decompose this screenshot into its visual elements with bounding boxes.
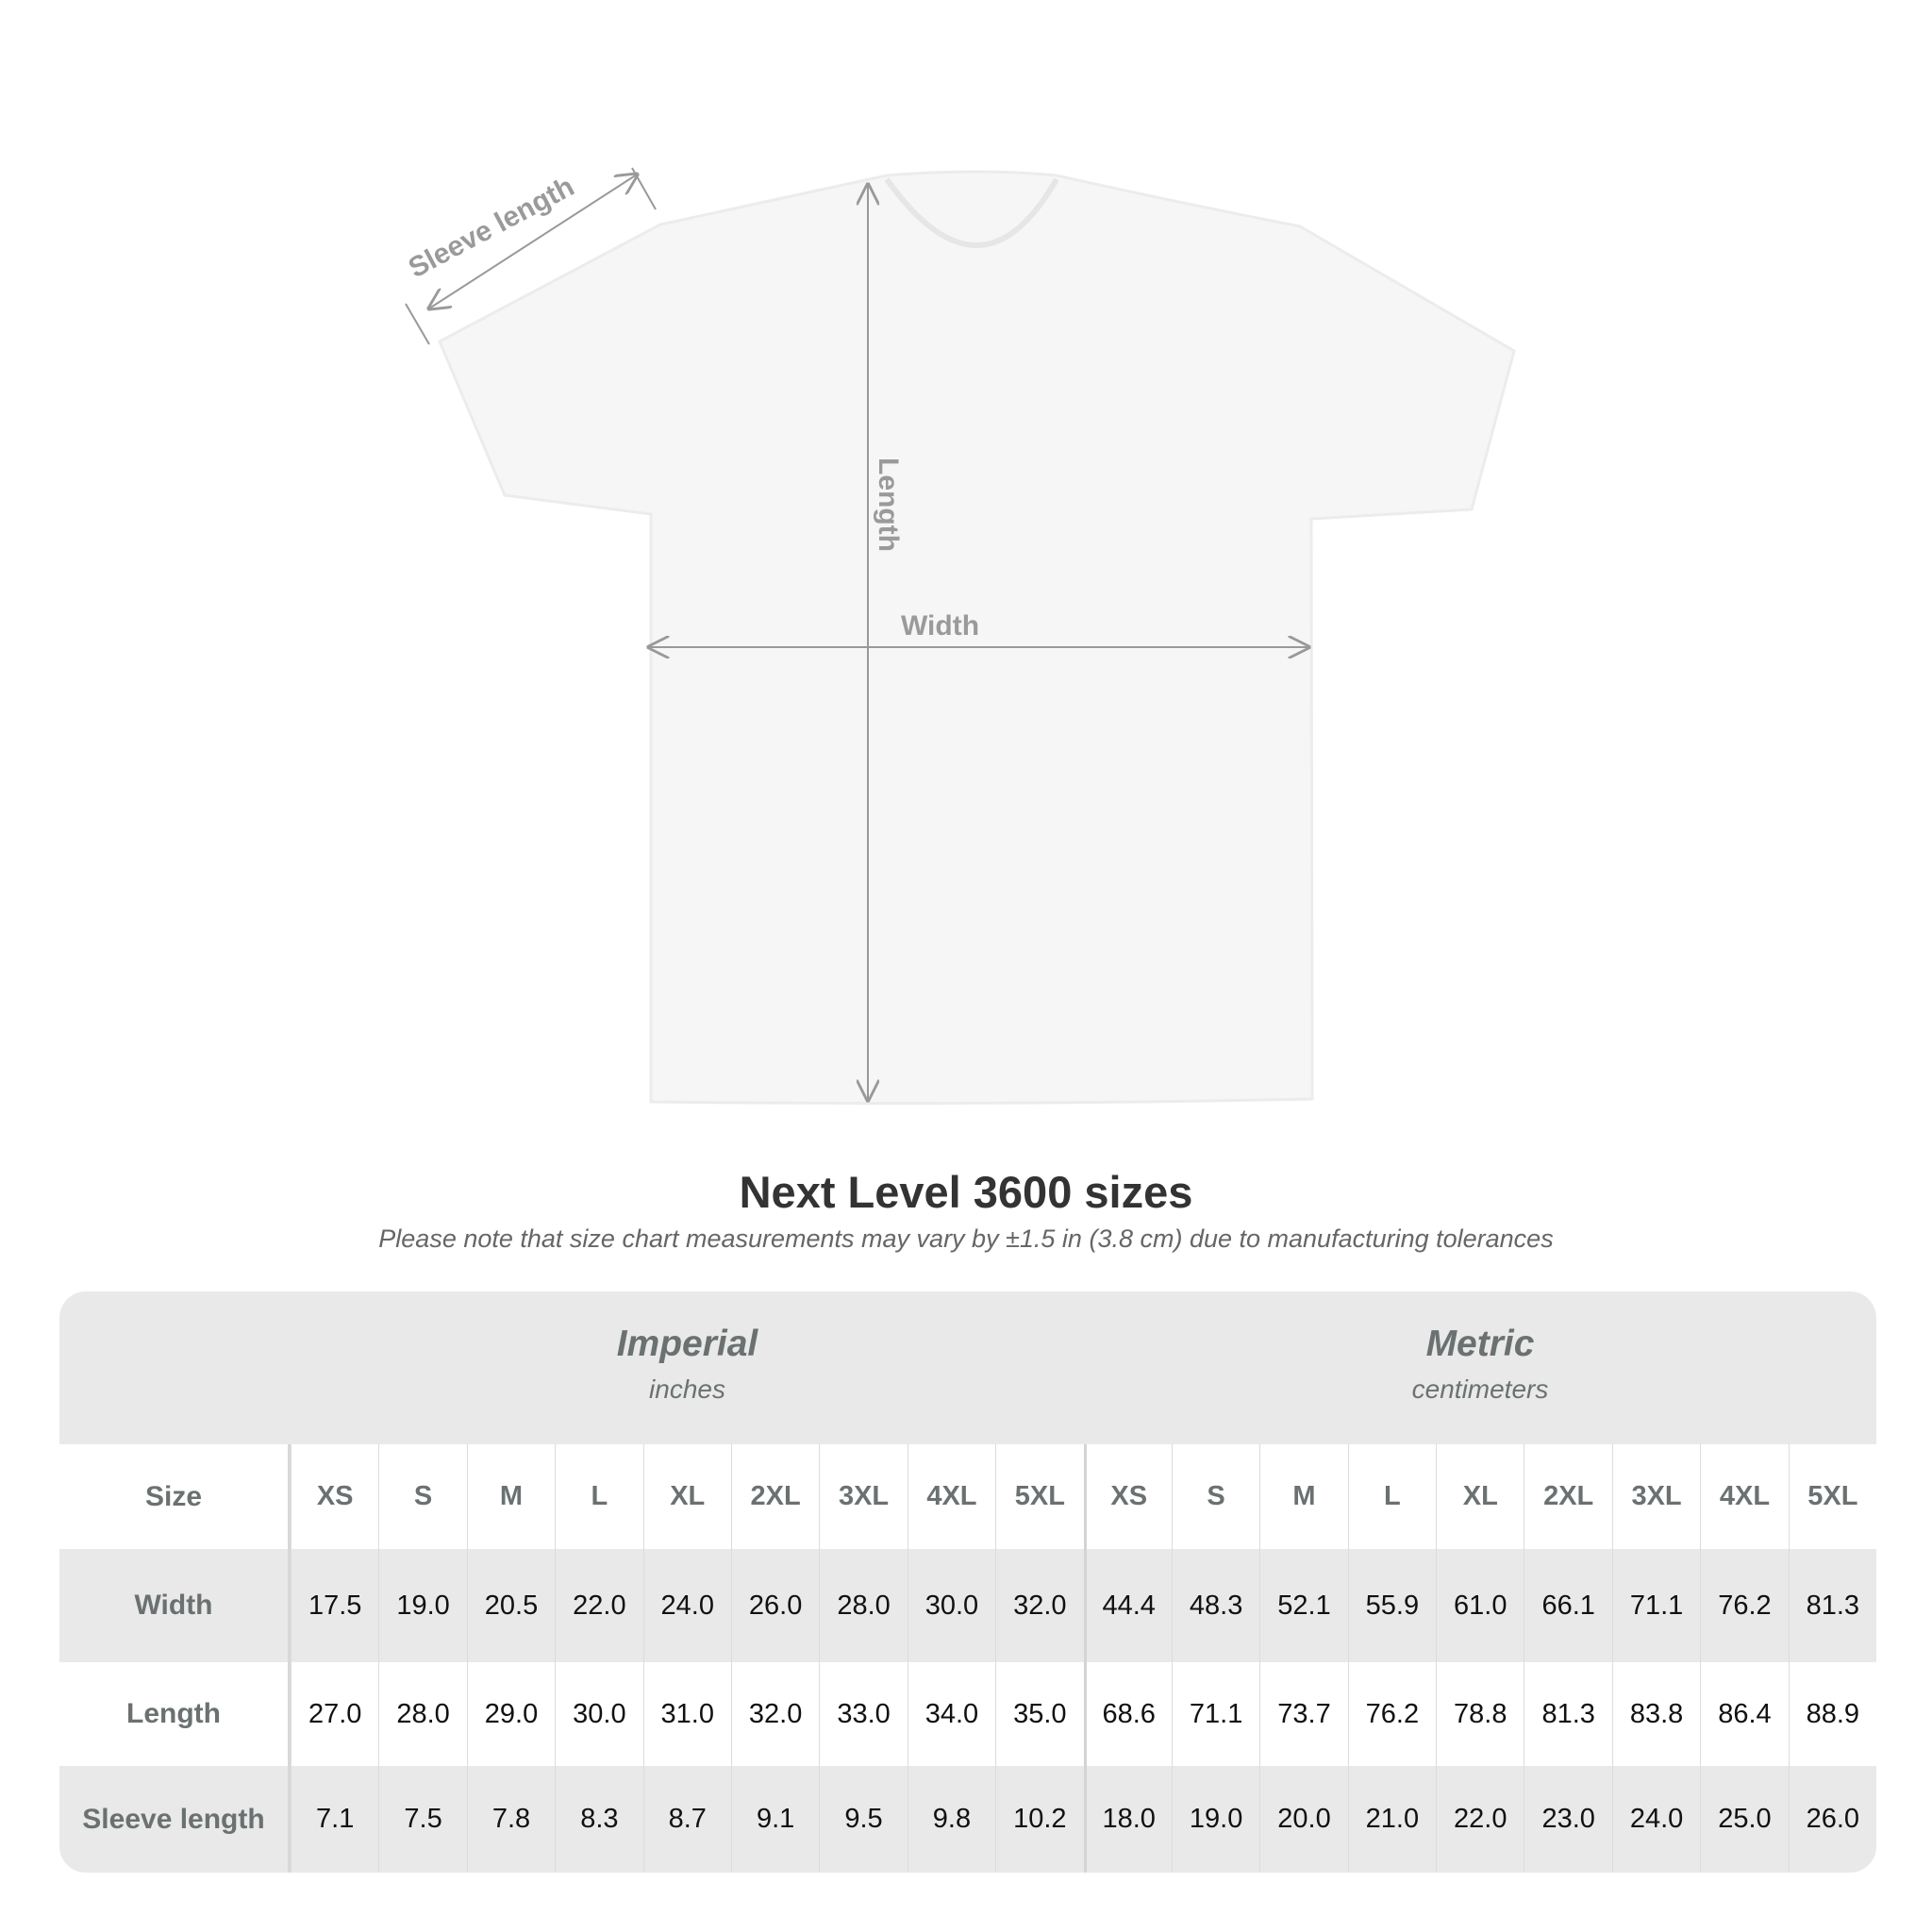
imperial-value-cell: 9.5	[819, 1766, 907, 1873]
metric-value-cell: 19.0	[1171, 1766, 1259, 1873]
imperial-size-4xl: 4XL	[907, 1444, 995, 1549]
imperial-size-l: L	[555, 1444, 642, 1549]
metric-value-cell: 44.4	[1083, 1549, 1172, 1662]
metric-value-cell: 73.7	[1259, 1662, 1347, 1766]
metric-unit: centimeters	[1411, 1374, 1549, 1404]
imperial-value-cell: 30.0	[555, 1662, 642, 1766]
imperial-value-cell: 31.0	[642, 1662, 731, 1766]
imperial-size-3xl: 3XL	[819, 1444, 907, 1549]
metric-title: Metric	[1425, 1324, 1535, 1364]
imperial-value-cell: 26.0	[730, 1549, 819, 1662]
imperial-value-cell: 28.0	[378, 1662, 466, 1766]
imperial-value-cell: 19.0	[378, 1549, 466, 1662]
metric-value-cell: 25.0	[1700, 1766, 1788, 1873]
imperial-value-cell: 8.3	[555, 1766, 642, 1873]
imperial-size-2xl: 2XL	[730, 1444, 819, 1549]
metric-size-m: M	[1259, 1444, 1347, 1549]
row-label: Sleeve length	[59, 1766, 291, 1873]
metric-value-cell: 23.0	[1524, 1766, 1611, 1873]
metric-value-cell: 68.6	[1083, 1662, 1172, 1766]
imperial-size-xs: XS	[291, 1444, 378, 1549]
metric-size-s: S	[1171, 1444, 1259, 1549]
row-label: Length	[59, 1662, 291, 1766]
imperial-value-cell: 10.2	[995, 1766, 1083, 1873]
table-row-length: Length 27.0 28.0 29.0 30.0 31.0 32.0 33.0 34.0 35…	[59, 1662, 1876, 1766]
tolerance-note: Please note that size chart measurements…	[378, 1224, 1554, 1253]
metric-value-cell: 71.1	[1171, 1662, 1259, 1766]
metric-value-cell: 78.8	[1436, 1662, 1524, 1766]
imperial-value-cell: 7.5	[378, 1766, 466, 1873]
collar	[884, 177, 1059, 248]
imperial-value-cell: 7.1	[291, 1766, 378, 1873]
imperial-title: Imperial	[616, 1324, 758, 1364]
size-header-label: Size	[59, 1444, 291, 1549]
metric-header: Metric centimeters	[1084, 1291, 1876, 1444]
table-row-sleeve-length: Sleeve length 7.1 7.5 7.8 8.3 8.7 9.1 9.5 9.8 10.…	[59, 1766, 1876, 1873]
metric-value-cell: 83.8	[1611, 1662, 1700, 1766]
imperial-value-cell: 33.0	[819, 1662, 907, 1766]
imperial-header: Imperial inches	[291, 1291, 1084, 1444]
metric-size-l: L	[1347, 1444, 1436, 1549]
imperial-unit: inches	[649, 1374, 725, 1404]
imperial-value-cell: 28.0	[819, 1549, 907, 1662]
width-label: Width	[901, 610, 979, 641]
metric-value-cell: 76.2	[1347, 1662, 1436, 1766]
metric-value-cell: 81.3	[1524, 1662, 1611, 1766]
imperial-value-cell: 35.0	[995, 1662, 1083, 1766]
metric-size-2xl: 2XL	[1524, 1444, 1611, 1549]
metric-value-cell: 61.0	[1436, 1549, 1524, 1662]
metric-value-cell: 20.0	[1259, 1766, 1347, 1873]
length-label: Length	[873, 458, 904, 552]
imperial-value-cell: 9.1	[730, 1766, 819, 1873]
metric-value-cell: 48.3	[1171, 1549, 1259, 1662]
imperial-value-cell: 30.0	[907, 1549, 995, 1662]
imperial-value-cell: 27.0	[291, 1662, 378, 1766]
imperial-value-cell: 34.0	[907, 1662, 995, 1766]
imperial-value-cell: 24.0	[642, 1549, 731, 1662]
size-header-row: Size XS S M L XL 2XL 3XL 4XL 5XL XS S M L XL 2XL 3XL 4XL 5…	[59, 1444, 1876, 1549]
imperial-size-5xl: 5XL	[995, 1444, 1083, 1549]
imperial-value-cell: 9.8	[907, 1766, 995, 1873]
imperial-value-cell: 20.5	[466, 1549, 555, 1662]
imperial-value-cell: 22.0	[555, 1549, 642, 1662]
imperial-value-cell: 32.0	[730, 1662, 819, 1766]
page-title: Next Level 3600 sizes	[739, 1167, 1193, 1217]
metric-size-5xl: 5XL	[1788, 1444, 1876, 1549]
metric-value-cell: 21.0	[1347, 1766, 1436, 1873]
imperial-value-cell: 29.0	[466, 1662, 555, 1766]
metric-size-xl: XL	[1436, 1444, 1524, 1549]
metric-size-4xl: 4XL	[1700, 1444, 1788, 1549]
metric-value-cell: 81.3	[1788, 1549, 1876, 1662]
size-table: Imperial inches Metric centimeters Size X…	[59, 1291, 1876, 1873]
imperial-value-cell: 8.7	[642, 1766, 731, 1873]
metric-value-cell: 18.0	[1083, 1766, 1172, 1873]
metric-value-cell: 86.4	[1700, 1662, 1788, 1766]
metric-size-xs: XS	[1083, 1444, 1172, 1549]
metric-value-cell: 76.2	[1700, 1549, 1788, 1662]
metric-size-3xl: 3XL	[1611, 1444, 1700, 1549]
imperial-size-m: M	[466, 1444, 555, 1549]
imperial-size-xl: XL	[642, 1444, 731, 1549]
table-row-width: Width 17.5 19.0 20.5 22.0 24.0 26.0 28.0 30.0 32.…	[59, 1549, 1876, 1662]
row-label: Width	[59, 1549, 291, 1662]
metric-value-cell: 55.9	[1347, 1549, 1436, 1662]
tshirt-diagram: Sleeve length Length Width	[404, 167, 1516, 1105]
imperial-value-cell: 17.5	[291, 1549, 378, 1662]
metric-value-cell: 26.0	[1788, 1766, 1876, 1873]
imperial-value-cell: 7.8	[466, 1766, 555, 1873]
imperial-size-s: S	[378, 1444, 466, 1549]
metric-value-cell: 88.9	[1788, 1662, 1876, 1766]
metric-value-cell: 22.0	[1436, 1766, 1524, 1873]
metric-value-cell: 66.1	[1524, 1549, 1611, 1662]
metric-value-cell: 71.1	[1611, 1549, 1700, 1662]
imperial-value-cell: 32.0	[995, 1549, 1083, 1662]
metric-value-cell: 52.1	[1259, 1549, 1347, 1662]
metric-value-cell: 24.0	[1611, 1766, 1700, 1873]
